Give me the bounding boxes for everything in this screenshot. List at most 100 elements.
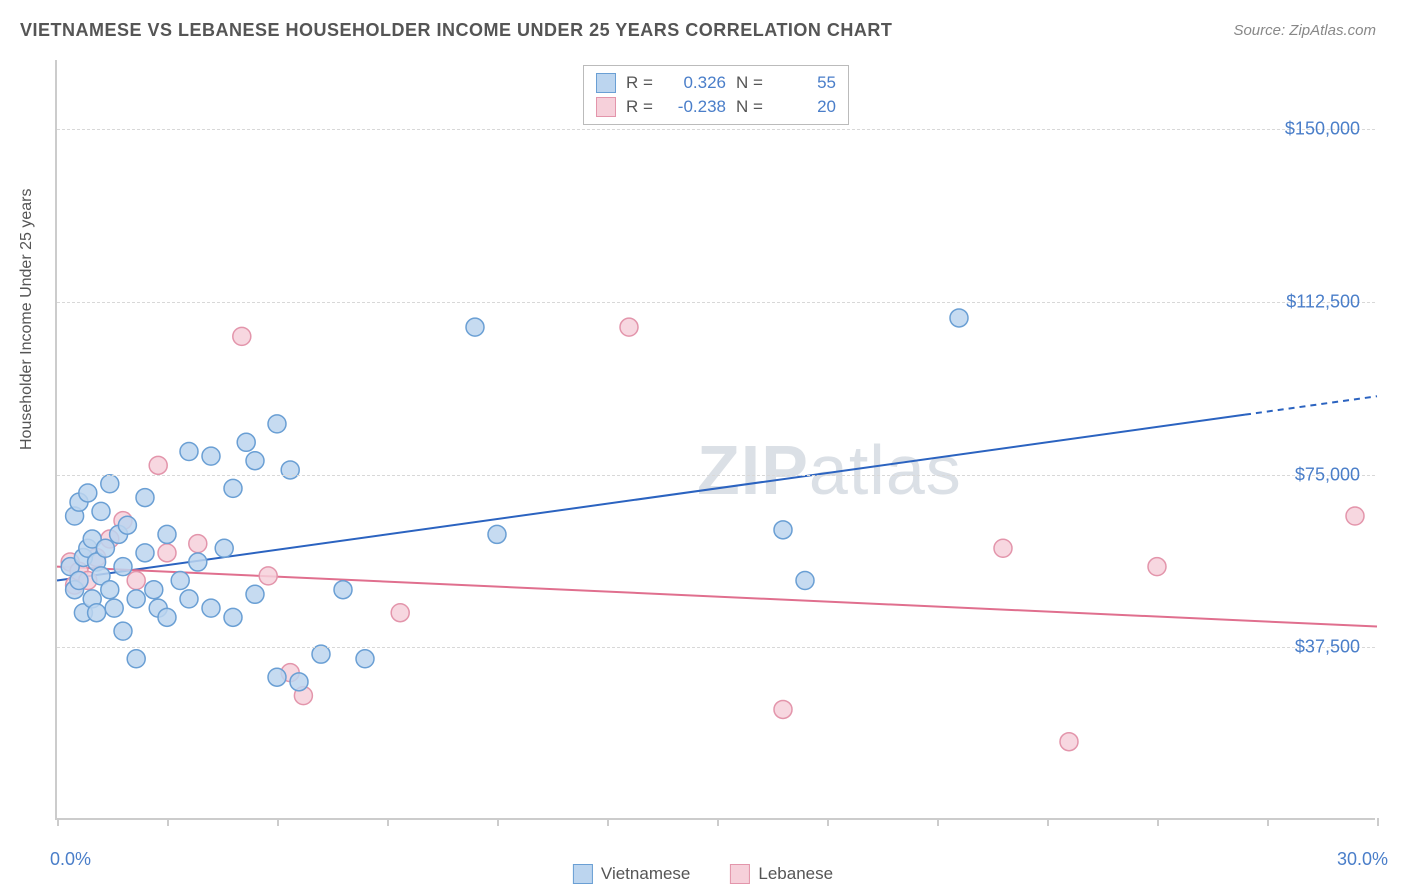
- n-label: N =: [736, 73, 766, 93]
- gridline-horizontal: [57, 129, 1375, 130]
- x-axis-max-label: 30.0%: [1337, 849, 1388, 870]
- data-point: [189, 553, 207, 571]
- data-point: [224, 479, 242, 497]
- data-point: [202, 599, 220, 617]
- data-point: [356, 650, 374, 668]
- x-tick: [167, 818, 169, 826]
- data-point: [224, 608, 242, 626]
- r-value-vietnamese: 0.326: [666, 73, 726, 93]
- data-point: [796, 571, 814, 589]
- legend-row-vietnamese: R = 0.326 N = 55: [596, 71, 836, 95]
- x-tick: [1267, 818, 1269, 826]
- data-point: [259, 567, 277, 585]
- y-tick-label: $37,500: [1295, 637, 1360, 658]
- data-point: [101, 475, 119, 493]
- data-point: [290, 673, 308, 691]
- data-point: [127, 590, 145, 608]
- legend-item-lebanese: Lebanese: [730, 864, 833, 884]
- gridline-horizontal: [57, 302, 1375, 303]
- x-tick: [937, 818, 939, 826]
- data-point: [268, 668, 286, 686]
- swatch-icon: [730, 864, 750, 884]
- legend-item-vietnamese: Vietnamese: [573, 864, 690, 884]
- data-point: [774, 700, 792, 718]
- legend-label: Vietnamese: [601, 864, 690, 884]
- legend-row-lebanese: R = -0.238 N = 20: [596, 95, 836, 119]
- data-point: [1346, 507, 1364, 525]
- data-point: [268, 415, 286, 433]
- data-point: [1060, 733, 1078, 751]
- x-tick: [277, 818, 279, 826]
- data-point: [202, 447, 220, 465]
- legend-label: Lebanese: [758, 864, 833, 884]
- x-axis-min-label: 0.0%: [50, 849, 91, 870]
- data-point: [1148, 558, 1166, 576]
- swatch-icon: [573, 864, 593, 884]
- data-point: [105, 599, 123, 617]
- y-tick-label: $112,500: [1286, 291, 1360, 312]
- chart-plot-area: ZIPatlas R = 0.326 N = 55 R = -0.238 N =…: [55, 60, 1375, 820]
- gridline-horizontal: [57, 475, 1375, 476]
- data-point: [488, 525, 506, 543]
- data-point: [246, 585, 264, 603]
- data-point: [180, 443, 198, 461]
- gridline-horizontal: [57, 647, 1375, 648]
- x-tick: [607, 818, 609, 826]
- data-point: [246, 452, 264, 470]
- data-point: [127, 571, 145, 589]
- data-point: [96, 539, 114, 557]
- data-point: [114, 558, 132, 576]
- data-point: [237, 433, 255, 451]
- data-point: [114, 622, 132, 640]
- data-point: [215, 539, 233, 557]
- scatter-svg: [57, 60, 1375, 818]
- y-tick-label: $75,000: [1295, 464, 1360, 485]
- x-tick: [1377, 818, 1379, 826]
- data-point: [149, 456, 167, 474]
- x-tick: [57, 818, 59, 826]
- data-point: [136, 544, 154, 562]
- header: VIETNAMESE VS LEBANESE HOUSEHOLDER INCOM…: [0, 0, 1406, 51]
- source-label: Source: ZipAtlas.com: [1233, 22, 1376, 39]
- data-point: [774, 521, 792, 539]
- data-point: [158, 544, 176, 562]
- swatch-lebanese: [596, 97, 616, 117]
- data-point: [180, 590, 198, 608]
- n-value-vietnamese: 55: [776, 73, 836, 93]
- x-tick: [497, 818, 499, 826]
- y-axis-title: Householder Income Under 25 years: [18, 189, 36, 450]
- data-point: [171, 571, 189, 589]
- data-point: [189, 535, 207, 553]
- data-point: [233, 327, 251, 345]
- data-point: [92, 502, 110, 520]
- r-label: R =: [626, 97, 656, 117]
- r-value-lebanese: -0.238: [666, 97, 726, 117]
- data-point: [994, 539, 1012, 557]
- x-tick: [717, 818, 719, 826]
- n-label: N =: [736, 97, 766, 117]
- data-point: [101, 581, 119, 599]
- data-point: [145, 581, 163, 599]
- y-tick-label: $150,000: [1285, 119, 1360, 140]
- series-legend: Vietnamese Lebanese: [573, 864, 833, 884]
- data-point: [391, 604, 409, 622]
- data-point: [281, 461, 299, 479]
- correlation-legend: R = 0.326 N = 55 R = -0.238 N = 20: [583, 65, 849, 125]
- chart-title: VIETNAMESE VS LEBANESE HOUSEHOLDER INCOM…: [20, 20, 892, 41]
- regression-line-dashed: [1245, 396, 1377, 414]
- data-point: [88, 604, 106, 622]
- r-label: R =: [626, 73, 656, 93]
- data-point: [118, 516, 136, 534]
- data-point: [70, 571, 88, 589]
- x-tick: [1157, 818, 1159, 826]
- x-tick: [827, 818, 829, 826]
- data-point: [466, 318, 484, 336]
- n-value-lebanese: 20: [776, 97, 836, 117]
- data-point: [158, 525, 176, 543]
- data-point: [620, 318, 638, 336]
- data-point: [950, 309, 968, 327]
- x-tick: [1047, 818, 1049, 826]
- data-point: [158, 608, 176, 626]
- data-point: [334, 581, 352, 599]
- data-point: [127, 650, 145, 668]
